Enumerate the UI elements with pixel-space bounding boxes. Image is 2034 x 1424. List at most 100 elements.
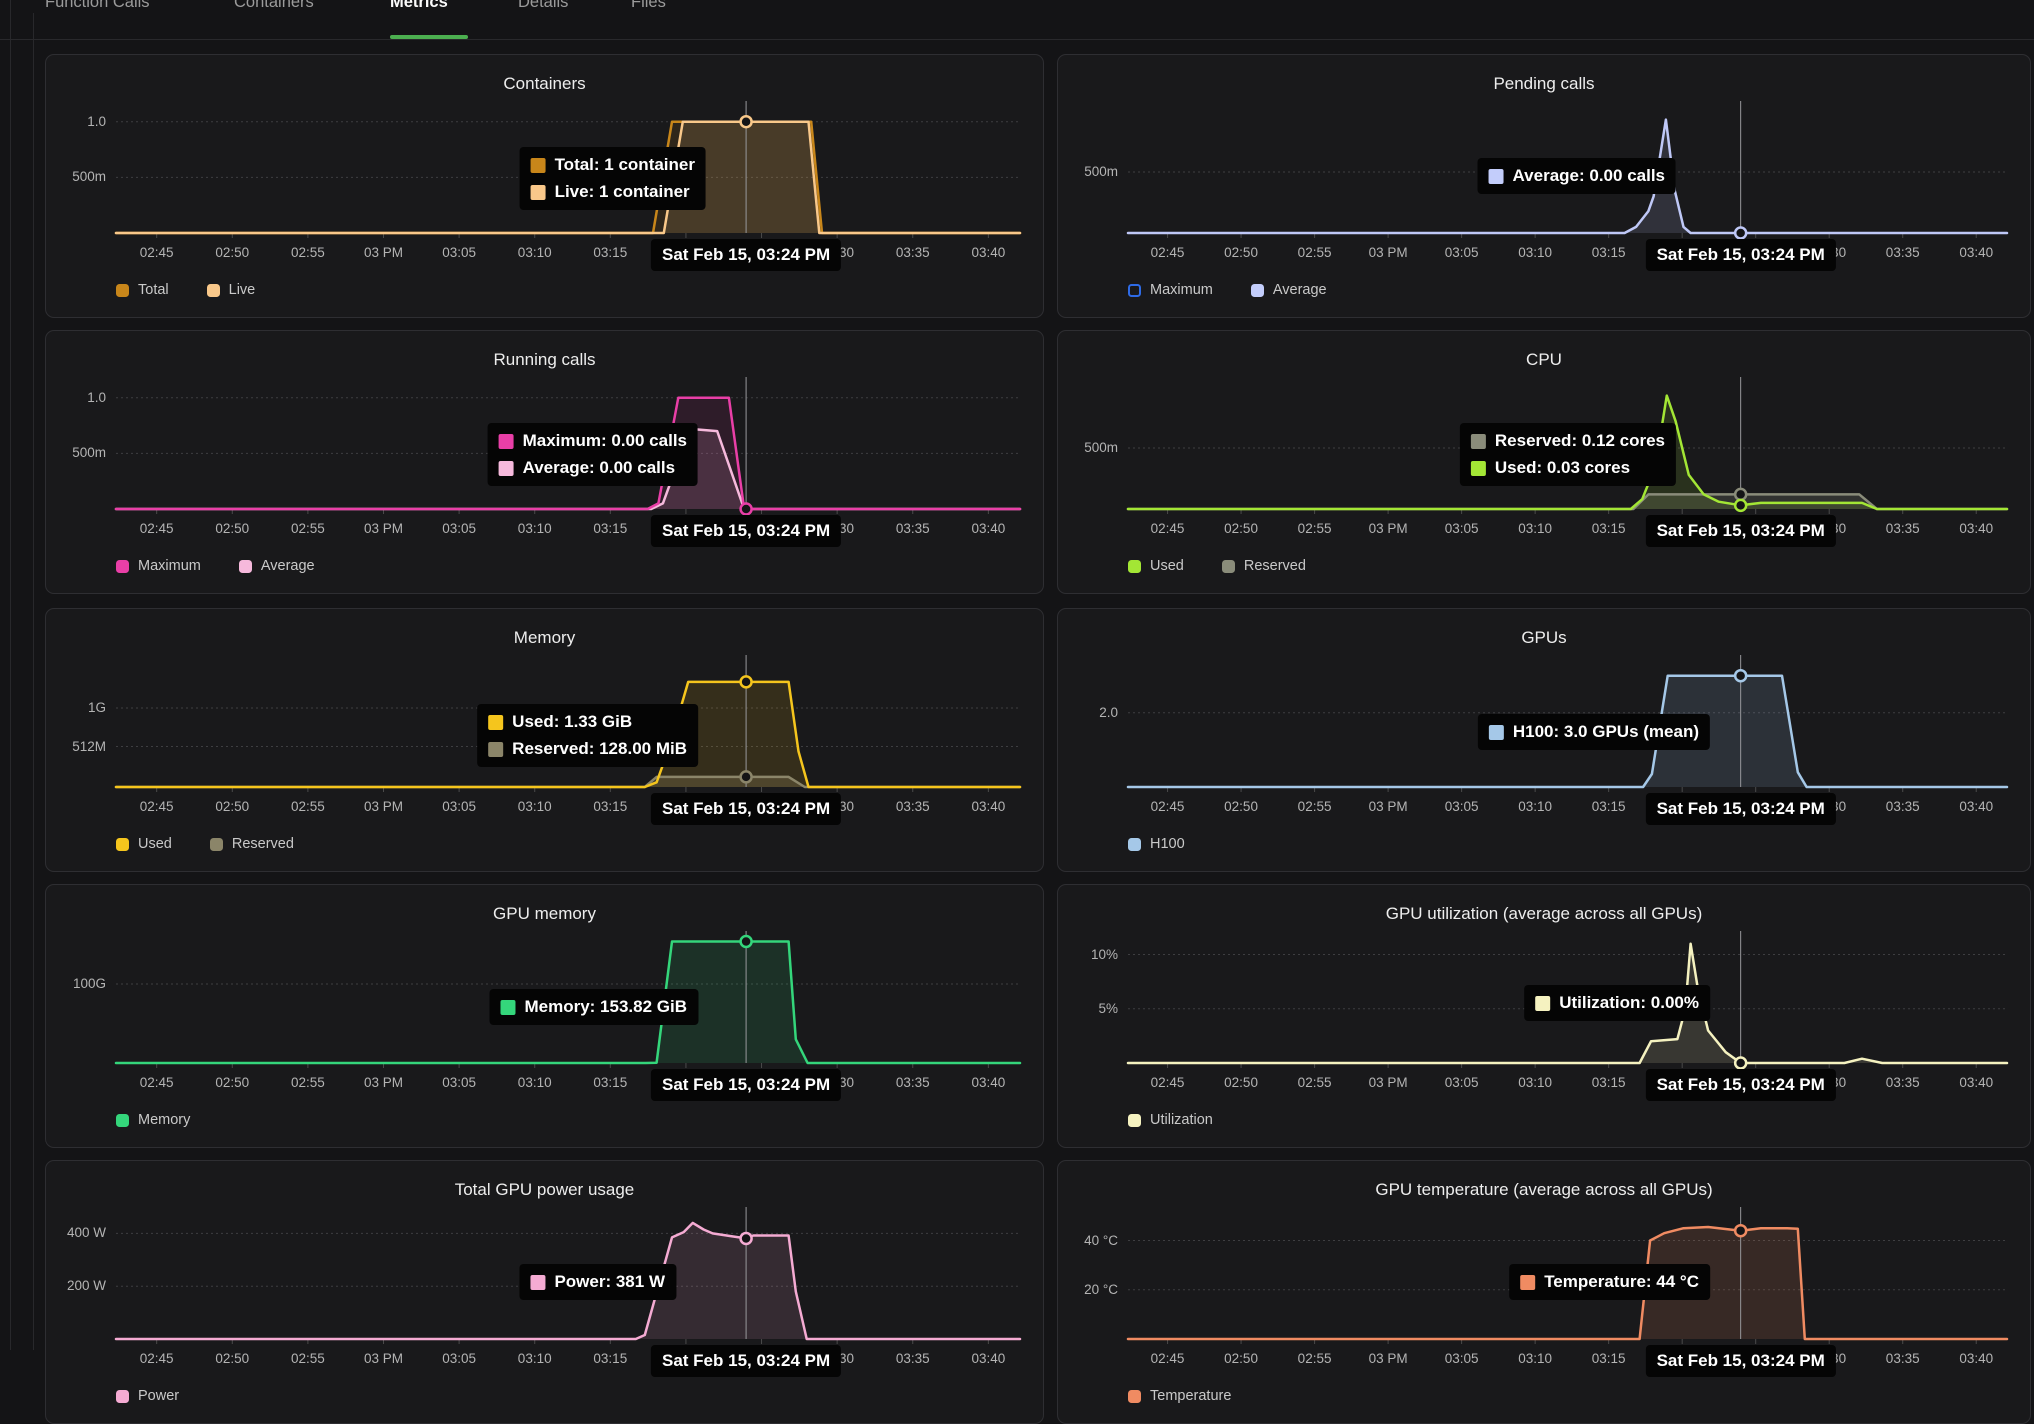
x-axis-label: 03:40: [1959, 799, 1994, 814]
x-axis-label: 03:10: [517, 1351, 552, 1366]
legend-item-used[interactable]: Used: [1128, 558, 1184, 574]
tooltip-text: Reserved: 0.12 cores: [1494, 431, 1665, 450]
x-axis-label: 03:05: [442, 799, 476, 814]
tooltip-row: H100: 3.0 GPUs (mean): [1488, 722, 1699, 742]
tab-containers[interactable]: Containers: [234, 0, 314, 11]
series-area-power: [116, 1222, 1020, 1339]
x-axis-label: 03:35: [1885, 1075, 1920, 1090]
chart-canvas[interactable]: [46, 95, 1045, 245]
x-axis-label: 03:10: [517, 1075, 552, 1090]
legend-item-temperature[interactable]: Temperature: [1128, 1388, 1231, 1404]
chart-title: Running calls: [493, 350, 596, 369]
tooltip-text: Live: 1 container: [554, 182, 690, 201]
chart-legend: Maximum Average: [1128, 282, 1327, 298]
series-area-reserved: [1128, 494, 2007, 509]
x-axis-label: 03:15: [1591, 245, 1626, 260]
legend-item-reserved[interactable]: Reserved: [209, 836, 294, 852]
legend-item-maximum[interactable]: Maximum: [116, 558, 201, 574]
chart-canvas[interactable]: [1058, 1201, 2032, 1351]
tab-function-calls[interactable]: Function Calls: [45, 0, 150, 11]
tooltip-text: Utilization: 0.00%: [1559, 993, 1699, 1012]
series-area-reserved: [116, 776, 1020, 787]
legend-swatch: [116, 1389, 129, 1403]
hover-marker: [739, 114, 753, 129]
tab-files[interactable]: Files: [631, 0, 666, 11]
x-axis-label: 03:35: [1885, 1351, 1920, 1366]
series-line-memory: [114, 940, 1022, 1065]
x-axis-label: 02:50: [1224, 245, 1258, 260]
legend-item-reserved[interactable]: Reserved: [1221, 558, 1306, 574]
series-line-power: [114, 1221, 1022, 1341]
chart-canvas[interactable]: [1058, 371, 2032, 521]
tooltip-text: Used: 1.33 GiB: [512, 712, 633, 731]
legend-item-memory[interactable]: Memory: [116, 1112, 190, 1128]
chart-legend: Temperature: [1128, 1388, 1231, 1404]
x-axis-label: 03:15: [593, 1351, 628, 1366]
chart-panel-gpu-utilization-average-across-all-gpus-: GPU utilization (average across all GPUs…: [1057, 884, 2031, 1148]
chart-tooltip: H100: 3.0 GPUs (mean): [1477, 714, 1710, 750]
chart-legend: Total Live: [116, 282, 255, 298]
x-axis-label: 03:15: [1591, 1075, 1626, 1090]
tooltip-swatch: [1470, 460, 1486, 476]
legend-item-average[interactable]: Average: [238, 558, 315, 574]
legend-label: Reserved: [1243, 558, 1306, 574]
tooltip-text: Temperature: 44 °C: [1544, 1272, 1699, 1291]
x-axis-label: 03:05: [1444, 245, 1479, 260]
tooltip-swatch: [498, 460, 514, 476]
chart-title: GPU memory: [493, 904, 596, 923]
x-axis-label: 03:10: [517, 799, 552, 814]
chart-panel-containers: Containers 1.0 500m 02:45 02:50 02:55 03 PM 03:…: [45, 54, 1044, 318]
chart-title: Pending calls: [1493, 74, 1595, 93]
x-axis-label: 02:50: [215, 521, 250, 536]
y-axis-label: 1G: [87, 699, 106, 715]
legend-label: Used: [138, 836, 172, 852]
crosshair-date-tooltip: Sat Feb 15, 03:24 PM: [1645, 1069, 1836, 1101]
tab-details[interactable]: Details: [518, 0, 569, 11]
legend-label: Average: [260, 558, 315, 574]
x-axis-label: 03:40: [1959, 521, 1994, 536]
charts-grid: Containers 1.0 500m 02:45 02:50 02:55 03 PM 03:…: [45, 54, 2034, 1424]
legend-item-maximum[interactable]: Maximum: [1128, 282, 1213, 298]
chart-legend: Utilization: [1128, 1112, 1213, 1128]
chart-canvas[interactable]: [46, 371, 1045, 521]
series-line-used: [1126, 394, 2009, 511]
x-axis-label: 02:55: [1297, 1351, 1332, 1366]
x-axis-label: 03:35: [895, 521, 930, 536]
x-axis-label: 03:35: [895, 799, 930, 814]
tooltip-text: Maximum: 0.00 calls: [522, 431, 687, 450]
series-line-reserved: [114, 775, 1022, 789]
legend-swatch: [1221, 559, 1235, 573]
hover-marker: [1733, 487, 1748, 502]
legend-item-used[interactable]: Used: [116, 836, 172, 852]
legend-label: Maximum: [138, 558, 201, 574]
legend-swatch: [116, 283, 129, 297]
legend-item-h100[interactable]: H100: [1128, 836, 1185, 852]
legend-item-power[interactable]: Power: [116, 1388, 179, 1404]
legend-item-live[interactable]: Live: [206, 282, 256, 298]
crosshair-date-tooltip: Sat Feb 15, 03:24 PM: [650, 793, 842, 825]
legend-label: Total: [138, 282, 169, 298]
x-axis-label: 02:45: [139, 1351, 174, 1366]
legend-item-average[interactable]: Average: [1250, 282, 1327, 298]
x-axis-label: 03:15: [1591, 799, 1626, 814]
chart-legend: Power: [116, 1388, 179, 1404]
legend-swatch: [1128, 1113, 1141, 1127]
chart-canvas[interactable]: [46, 925, 1045, 1075]
chart-canvas[interactable]: [1058, 649, 2032, 799]
tooltip-swatch: [530, 184, 546, 200]
chart-canvas[interactable]: [46, 649, 1045, 799]
legend-label: Reserved: [231, 836, 294, 852]
legend-item-total[interactable]: Total: [116, 282, 169, 298]
x-axis-label: 02:50: [1224, 799, 1258, 814]
legend-item-utilization[interactable]: Utilization: [1128, 1112, 1213, 1128]
tooltip-row: Total: 1 container: [530, 155, 695, 175]
tooltip-row: Live: 1 container: [530, 182, 695, 202]
chart-tooltip: Used: 1.33 GiB Reserved: 128.00 MiB: [477, 704, 698, 767]
tab-metrics[interactable]: Metrics: [390, 0, 448, 11]
y-axis-label: 500m: [1084, 164, 1118, 180]
x-axis-label: 03 PM: [1368, 521, 1408, 536]
legend-label: Live: [228, 282, 256, 298]
x-axis-label: 03:10: [1518, 799, 1553, 814]
legend-swatch: [116, 837, 129, 851]
y-axis-label: 1.0: [87, 389, 106, 405]
